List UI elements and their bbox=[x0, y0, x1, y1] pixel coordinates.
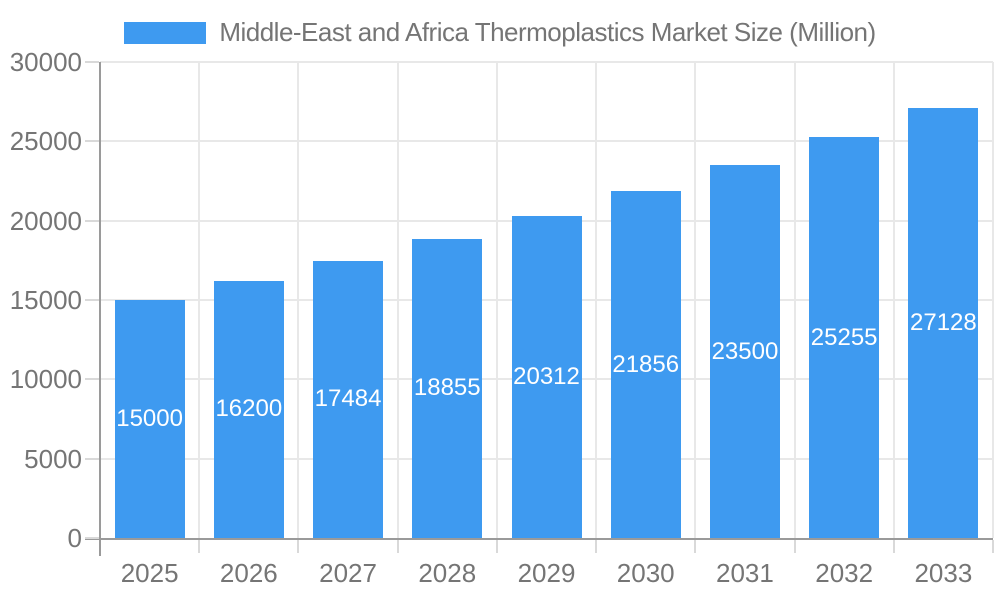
v-gridline bbox=[396, 62, 399, 538]
bar[interactable]: 23500 bbox=[709, 165, 780, 538]
x-tick bbox=[892, 540, 895, 553]
x-tick-label: 2030 bbox=[616, 558, 675, 588]
x-tick-label: 2031 bbox=[716, 558, 774, 588]
bar-value-label: 18855 bbox=[413, 374, 481, 402]
y-tick-label: 0 bbox=[67, 523, 82, 553]
y-tick-label: 10000 bbox=[9, 364, 82, 395]
bar[interactable]: 27128 bbox=[908, 107, 979, 538]
x-tick bbox=[992, 540, 994, 553]
legend-item[interactable]: Middle-East and Africa Thermoplastics Ma… bbox=[124, 17, 876, 48]
y-tick bbox=[85, 219, 99, 222]
x-tick bbox=[793, 540, 796, 553]
x-tick bbox=[495, 540, 498, 553]
y-tick bbox=[85, 61, 99, 63]
x-tick bbox=[595, 540, 598, 553]
bar[interactable]: 16200 bbox=[213, 280, 284, 538]
v-gridline bbox=[198, 62, 201, 538]
v-gridline bbox=[495, 62, 498, 538]
v-gridline bbox=[297, 62, 300, 538]
y-tick bbox=[85, 140, 99, 143]
legend: Middle-East and Africa Thermoplastics Ma… bbox=[0, 17, 1000, 48]
x-axis-line bbox=[85, 538, 993, 540]
x-tick-label: 2026 bbox=[219, 558, 278, 588]
x-tick bbox=[396, 540, 399, 553]
y-tick bbox=[85, 537, 99, 539]
y-axis-line bbox=[99, 62, 101, 556]
x-tick-label: 2027 bbox=[319, 558, 377, 588]
bar-value-label: 21856 bbox=[612, 350, 680, 378]
x-tick-label: 2029 bbox=[517, 558, 576, 588]
y-tick bbox=[85, 299, 99, 301]
bar[interactable]: 21856 bbox=[610, 191, 681, 538]
x-tick-label: 2032 bbox=[815, 558, 874, 588]
legend-swatch bbox=[124, 21, 207, 44]
bar-value-label: 25255 bbox=[810, 323, 878, 351]
v-gridline bbox=[694, 62, 697, 538]
bar[interactable]: 25255 bbox=[809, 137, 880, 538]
bar[interactable]: 18855 bbox=[412, 238, 483, 538]
y-tick bbox=[85, 457, 99, 460]
bar-value-label: 23500 bbox=[711, 337, 779, 365]
v-gridline bbox=[595, 62, 598, 538]
bar[interactable]: 15000 bbox=[114, 300, 185, 538]
bar-value-label: 17484 bbox=[314, 385, 382, 413]
y-tick-label: 30000 bbox=[9, 47, 82, 77]
x-tick bbox=[198, 540, 201, 553]
bar[interactable]: 20312 bbox=[511, 215, 582, 538]
bar-value-label: 15000 bbox=[116, 405, 183, 432]
legend-label: Middle-East and Africa Thermoplastics Ma… bbox=[219, 17, 876, 47]
h-gridline bbox=[100, 61, 993, 63]
y-tick-label: 25000 bbox=[9, 126, 82, 157]
y-tick-label: 15000 bbox=[9, 285, 82, 315]
bar-value-label: 16200 bbox=[215, 395, 283, 423]
y-tick-label: 20000 bbox=[9, 205, 82, 236]
bar[interactable]: 17484 bbox=[313, 260, 384, 538]
bar-value-label: 20312 bbox=[513, 362, 580, 390]
x-tick bbox=[694, 540, 697, 553]
y-tick-label: 5000 bbox=[24, 443, 82, 474]
v-gridline bbox=[992, 62, 994, 538]
y-tick bbox=[85, 378, 99, 381]
x-tick-label: 2025 bbox=[120, 558, 179, 588]
v-gridline bbox=[892, 62, 895, 538]
x-tick-label: 2033 bbox=[914, 558, 973, 588]
v-gridline bbox=[793, 62, 796, 538]
h-gridline bbox=[100, 140, 993, 143]
bar-value-label: 27128 bbox=[910, 308, 977, 336]
x-tick-label: 2028 bbox=[418, 558, 477, 588]
x-tick bbox=[297, 540, 300, 553]
